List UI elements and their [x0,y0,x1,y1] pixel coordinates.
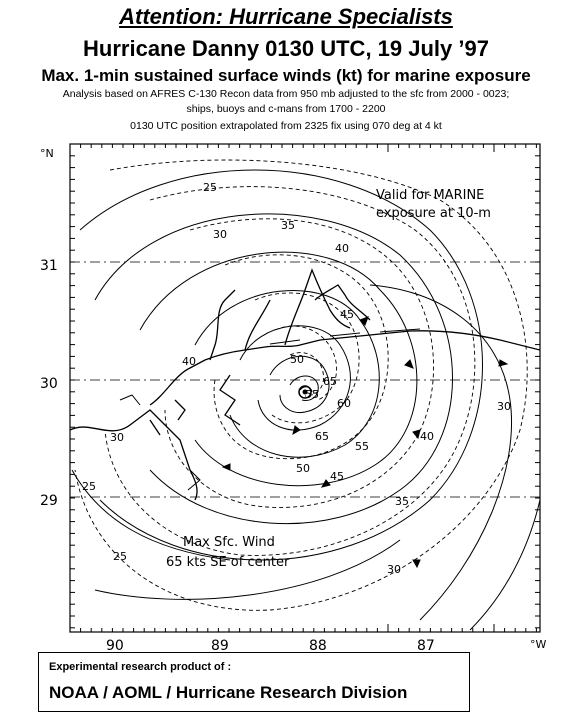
contour-label: 55 [355,440,369,453]
coastline [70,268,540,501]
lon-unit-label: °W [530,638,547,651]
valid-for-line2: exposure at 10-m [376,206,491,221]
contour-label: 30 [110,431,124,444]
max-wind-line2: 65 kts SE of center [166,555,290,570]
contour-label: 60 [337,397,351,410]
lon-label-87: 87 [417,638,435,654]
contour-label: 50 [290,353,304,366]
contour-label: 40 [182,355,196,368]
storm-center-marker [298,385,312,399]
contour-label: 65 [323,375,337,388]
analysis-note-line1: Analysis based on AFRES C-130 Recon data… [62,88,510,100]
contour-label: 25 [203,181,217,194]
page-subtitle: Max. 1-min sustained surface winds (kt) … [41,66,531,85]
wind-contours-solid [71,169,540,631]
contour-label: 35 [281,219,295,232]
footer-line1: Experimental research product of : [49,661,232,673]
lon-label-90: 90 [106,638,124,654]
contour-label: 25 [113,550,127,563]
axis-ticks [69,143,540,632]
attention-heading: Attention: Hurricane Specialists [119,4,453,29]
flow-arrows [221,316,509,569]
contour-label: 50 [296,462,310,475]
page-title: Hurricane Danny 0130 UTC, 19 July ’97 [83,36,489,61]
analysis-note-line3: 0130 UTC position extrapolated from 2325… [130,120,442,132]
map-frame [69,143,541,633]
lat-label-30: 30 [40,376,58,392]
lon-label-88: 88 [309,638,327,654]
contour-label: 65 [315,430,329,443]
contour-label: 55 [305,388,319,401]
contour-label: 30 [213,228,227,241]
lat-label-31: 31 [40,258,58,274]
isotach-contours-dashed [74,159,528,611]
max-wind-line1: Max Sfc. Wind [183,535,275,550]
lat-label-29: 29 [40,493,58,509]
contour-label: 40 [420,430,434,443]
contour-label: 30 [497,400,511,413]
contour-label: 35 [395,495,409,508]
footer-line2: NOAA / AOML / Hurricane Research Divisio… [49,683,408,702]
coastline-islands [119,328,421,491]
contour-label: 25 [82,480,96,493]
contour-label: 45 [330,470,344,483]
contour-label: 30 [387,563,401,576]
valid-for-line1: Valid for MARINE [376,188,484,203]
lon-label-89: 89 [211,638,229,654]
analysis-note-line2: ships, buoys and c-mans from 1700 - 2200 [186,103,386,115]
footer-credit-box: Experimental research product of : NOAA … [38,652,470,712]
contour-label: 45 [340,308,354,321]
lat-unit-label: °N [40,147,54,160]
contour-label: 40 [335,242,349,255]
